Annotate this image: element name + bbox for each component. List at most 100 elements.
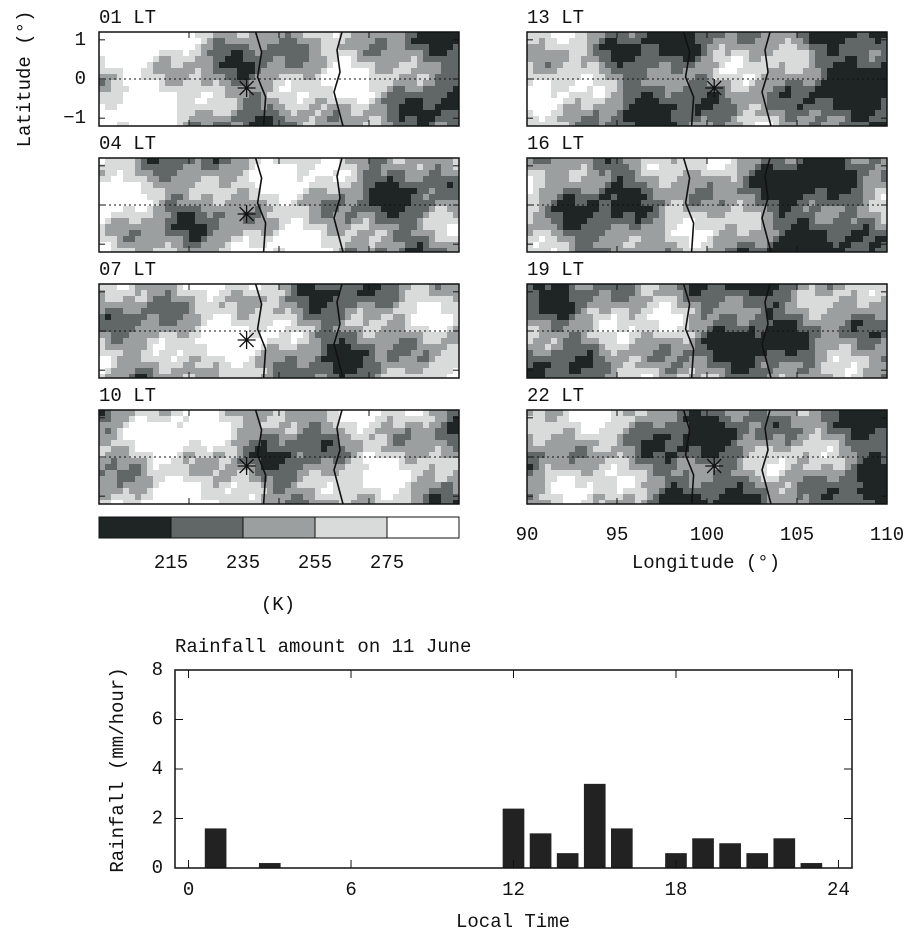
- texture-cell: [363, 482, 405, 488]
- texture-cell: [599, 428, 623, 434]
- texture-cell: [659, 302, 671, 308]
- texture-cell: [213, 92, 225, 98]
- texture-cell: [629, 104, 677, 110]
- texture-cell: [291, 482, 297, 488]
- texture-cell: [135, 368, 153, 374]
- texture-cell: [767, 104, 797, 110]
- texture-cell: [195, 296, 207, 302]
- texture-cell: [827, 308, 887, 314]
- texture-cell: [581, 422, 605, 428]
- texture-cell: [845, 458, 857, 464]
- texture-cell: [557, 194, 563, 200]
- texture-cell: [231, 80, 249, 86]
- texture-cell: [381, 446, 435, 452]
- texture-cell: [869, 248, 875, 252]
- texture-cell: [671, 362, 683, 368]
- texture-cell: [773, 236, 779, 242]
- texture-cell: [689, 470, 713, 476]
- texture-cell: [135, 164, 141, 170]
- texture-cell: [857, 362, 869, 368]
- texture-cell: [731, 98, 767, 104]
- texture-cell: [321, 350, 327, 356]
- texture-cell: [551, 338, 557, 344]
- texture-cell: [833, 356, 839, 362]
- texture-cell: [533, 284, 545, 290]
- texture-cell: [171, 368, 219, 374]
- texture-cell: [225, 200, 267, 206]
- texture-cell: [195, 68, 201, 74]
- texture-cell: [429, 422, 441, 428]
- texture-cell: [297, 482, 327, 488]
- texture-cell: [761, 218, 773, 224]
- texture-cell: [249, 284, 261, 290]
- texture-cell: [423, 164, 435, 170]
- texture-cell: [617, 434, 623, 440]
- texture-cell: [827, 50, 839, 56]
- texture-cell: [659, 50, 701, 56]
- texture-cell: [279, 110, 291, 116]
- texture-cell: [725, 446, 743, 452]
- texture-cell: [821, 434, 845, 440]
- texture-cell: [857, 212, 881, 218]
- texture-cell: [719, 98, 731, 104]
- texture-cell: [141, 494, 153, 500]
- texture-cell: [725, 50, 731, 56]
- texture-cell: [171, 56, 195, 62]
- texture-cell: [111, 494, 135, 500]
- texture-cell: [689, 284, 707, 290]
- texture-cell: [111, 410, 135, 416]
- texture-cell: [351, 500, 375, 504]
- texture-cell: [881, 356, 887, 362]
- texture-cell: [863, 194, 875, 200]
- texture-cell: [99, 326, 135, 332]
- texture-cell: [363, 446, 381, 452]
- texture-cell: [803, 104, 833, 110]
- texture-cell: [611, 92, 623, 98]
- texture-cell: [447, 374, 459, 378]
- texture-cell: [665, 206, 683, 212]
- texture-cell: [285, 224, 303, 230]
- texture-cell: [527, 488, 545, 494]
- texture-cell: [527, 194, 539, 200]
- texture-cell: [363, 452, 375, 458]
- texture-cell: [165, 476, 183, 482]
- texture-cell: [291, 308, 303, 314]
- texture-cell: [189, 116, 231, 122]
- texture-cell: [219, 158, 231, 164]
- texture-cell: [749, 326, 755, 332]
- texture-cell: [821, 80, 887, 86]
- texture-cell: [237, 308, 255, 314]
- texture-cell: [581, 428, 599, 434]
- texture-cell: [533, 212, 545, 218]
- texture-cell: [527, 230, 533, 236]
- texture-cell: [755, 38, 785, 44]
- texture-cell: [557, 416, 569, 422]
- texture-cell: [201, 50, 207, 56]
- texture-cell: [629, 458, 635, 464]
- texture-cell: [845, 434, 851, 440]
- texture-cell: [123, 176, 147, 182]
- texture-cell: [357, 212, 375, 218]
- texture-cell: [333, 482, 363, 488]
- texture-cell: [839, 416, 887, 422]
- texture-cell: [773, 422, 779, 428]
- texture-cell: [665, 224, 677, 230]
- texture-cell: [761, 56, 809, 62]
- texture-cell: [141, 188, 165, 194]
- texture-cell: [297, 428, 303, 434]
- texture-cell: [105, 314, 111, 320]
- texture-cell: [417, 458, 459, 464]
- texture-cell: [767, 494, 797, 500]
- texture-cell: [779, 302, 785, 308]
- texture-cell: [99, 212, 111, 218]
- texture-cell: [725, 122, 743, 126]
- texture-cell: [785, 80, 803, 86]
- texture-cell: [441, 452, 459, 458]
- station-marker: [237, 79, 256, 97]
- texture-cell: [611, 362, 623, 368]
- texture-cell: [195, 44, 201, 50]
- texture-cell: [357, 422, 369, 428]
- texture-cell: [333, 296, 399, 302]
- texture-cell: [857, 62, 881, 68]
